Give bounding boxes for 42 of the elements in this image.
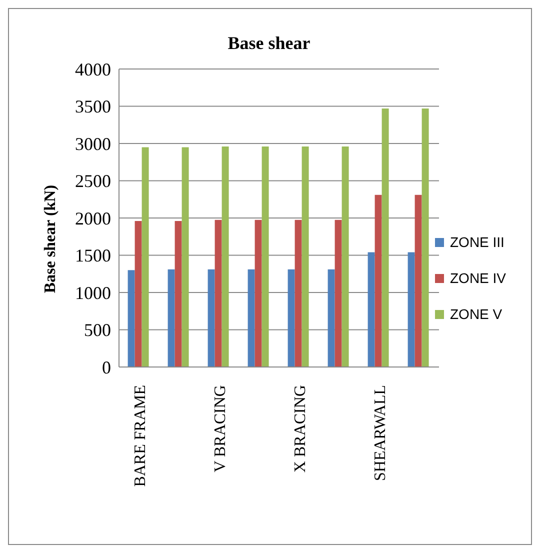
- y-axis-title: Base shear (kN): [42, 184, 60, 294]
- y-tick-label: 4000: [75, 59, 111, 80]
- y-tick-label: 2500: [75, 171, 111, 192]
- bar: [368, 252, 375, 367]
- bar: [214, 220, 222, 367]
- bar: [328, 269, 335, 367]
- bar: [248, 269, 255, 367]
- y-tick-label: 500: [84, 320, 111, 340]
- bar: [262, 146, 269, 367]
- bar: [134, 220, 142, 367]
- bar: [208, 269, 215, 367]
- bar: [174, 220, 182, 367]
- bar: [302, 146, 309, 367]
- x-tick-label: SHEARWALL: [372, 385, 389, 481]
- x-tick-label: V BRACING: [212, 384, 229, 472]
- bar: [382, 108, 389, 367]
- legend-label: ZONE IV: [450, 270, 506, 286]
- bar: [414, 194, 422, 367]
- legend-label: ZONE V: [450, 306, 502, 322]
- bar: [182, 147, 189, 367]
- bar: [254, 220, 262, 367]
- bar: [142, 147, 149, 367]
- y-tick-label: 1000: [75, 282, 111, 303]
- bar: [422, 108, 429, 367]
- y-tick-label: 1500: [75, 246, 111, 266]
- x-tick-label: X BRACING: [292, 384, 309, 473]
- y-tick-label: 2000: [75, 208, 111, 228]
- bar: [168, 269, 175, 367]
- bar: [334, 220, 342, 367]
- bar: [374, 194, 382, 367]
- y-tick-label: 3500: [75, 96, 111, 117]
- legend-label: ZONE III: [450, 234, 504, 250]
- bar: [342, 146, 349, 367]
- y-tick-label: 0: [102, 357, 111, 378]
- chart-title: Base shear: [226, 33, 312, 54]
- y-tick-label: 3000: [75, 134, 111, 154]
- bar: [408, 252, 415, 367]
- bar: [288, 269, 295, 367]
- bar: [222, 146, 229, 367]
- x-tick-label: BARE FRAME: [132, 385, 149, 487]
- bar: [294, 220, 302, 367]
- bar: [128, 270, 135, 367]
